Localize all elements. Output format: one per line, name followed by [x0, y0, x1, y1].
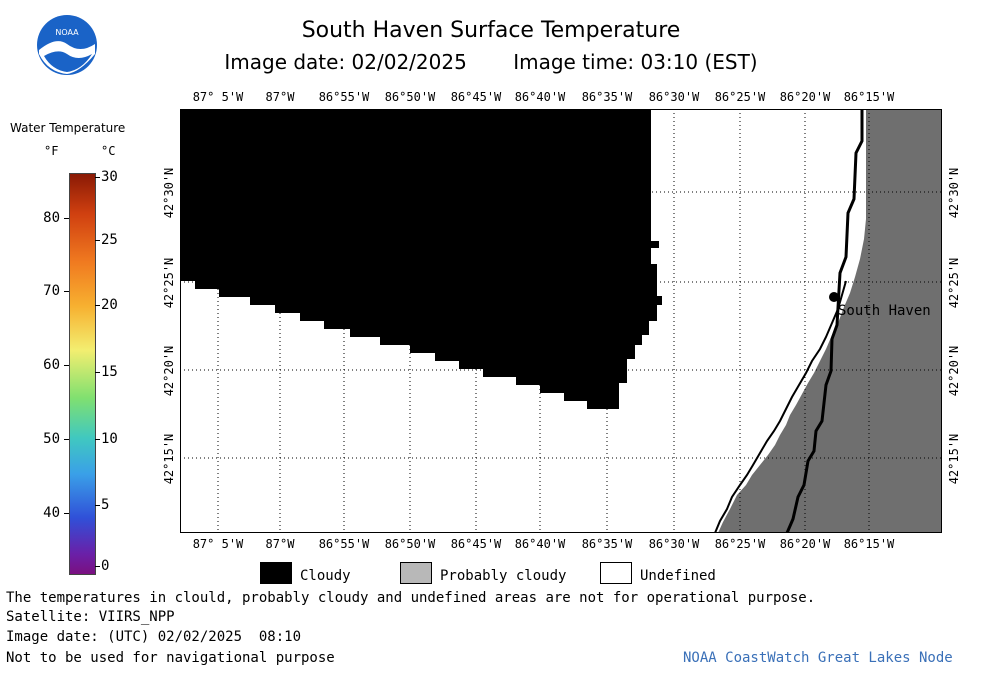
- lat-label-right-0: 42°30'N: [947, 167, 961, 219]
- footer-nav-warning: Not to be used for navigational purpose: [6, 650, 335, 666]
- colorbar-gradient: [69, 173, 96, 575]
- unit-fahrenheit: °F: [44, 144, 59, 158]
- fahrenheit-tick-40: 40: [43, 505, 60, 521]
- lat-label-left-3: 42°15'N: [162, 433, 176, 485]
- fahrenheit-tick-60: 60: [43, 357, 60, 373]
- lon-label-top-3: 86°50'W: [384, 90, 436, 104]
- lon-label-top-5: 86°40'W: [514, 90, 566, 104]
- celsius-tick-25: 25: [101, 232, 118, 248]
- lon-label-bottom-5: 86°40'W: [514, 537, 566, 551]
- legend-label-undefined: Undefined: [640, 568, 716, 584]
- lon-label-top-10: 86°15'W: [843, 90, 895, 104]
- celsius-tick-mark: [95, 177, 100, 178]
- legend-swatch-cloudy: [260, 562, 292, 584]
- lon-label-bottom-4: 86°45'W: [450, 537, 502, 551]
- lon-label-bottom-9: 86°20'W: [779, 537, 831, 551]
- lon-label-top-0: 87° 5'W: [192, 90, 244, 104]
- image-date: Image date: 02/02/2025: [224, 50, 467, 74]
- unit-celsius: °C: [101, 144, 116, 158]
- lat-label-right-3: 42°15'N: [947, 433, 961, 485]
- celsius-tick-15: 15: [101, 364, 118, 380]
- celsius-tick-20: 20: [101, 297, 118, 313]
- legend-swatch-undefined: [600, 562, 632, 584]
- noaa-logo: NOAA: [37, 15, 97, 75]
- lat-label-left-2: 42°20'N: [162, 345, 176, 397]
- celsius-tick-10: 10: [101, 431, 118, 447]
- lat-label-left-0: 42°30'N: [162, 167, 176, 219]
- celsius-tick-mark: [95, 505, 100, 506]
- lon-label-top-8: 86°25'W: [714, 90, 766, 104]
- fahrenheit-tick-mark: [64, 291, 69, 292]
- logo-text: NOAA: [55, 28, 79, 37]
- lon-label-bottom-7: 86°30'W: [648, 537, 700, 551]
- image-datetime: Image date: 02/02/2025 Image time: 03:10…: [0, 50, 982, 74]
- map-border: [180, 109, 942, 533]
- celsius-tick-mark: [95, 305, 100, 306]
- legend-label-cloudy: Cloudy: [300, 568, 351, 584]
- celsius-tick-mark: [95, 240, 100, 241]
- legend-label-probably-cloudy: Probably cloudy: [440, 568, 567, 584]
- graticule: [180, 109, 942, 533]
- fahrenheit-tick-mark: [64, 218, 69, 219]
- lon-label-bottom-2: 86°55'W: [318, 537, 370, 551]
- city-marker-south-haven: [829, 292, 839, 302]
- footer-credit: NOAA CoastWatch Great Lakes Node: [683, 650, 953, 666]
- lon-label-bottom-3: 86°50'W: [384, 537, 436, 551]
- celsius-tick-0: 0: [101, 558, 110, 574]
- lon-label-bottom-10: 86°15'W: [843, 537, 895, 551]
- lon-label-top-4: 86°45'W: [450, 90, 502, 104]
- fahrenheit-tick-70: 70: [43, 283, 60, 299]
- colorbar-title: Water Temperature: [10, 121, 126, 135]
- footer-utc-date: Image date: (UTC) 02/02/2025 08:10: [6, 629, 302, 645]
- celsius-tick-30: 30: [101, 169, 118, 185]
- lon-label-bottom-6: 86°35'W: [581, 537, 633, 551]
- lon-label-top-1: 87°W: [265, 90, 295, 104]
- lon-label-bottom-8: 86°25'W: [714, 537, 766, 551]
- shoreline: [785, 109, 864, 533]
- fahrenheit-tick-mark: [64, 513, 69, 514]
- lon-label-bottom-0: 87° 5'W: [192, 537, 244, 551]
- footer-note: The temperatures in clould, probably clo…: [6, 590, 816, 606]
- celsius-tick-5: 5: [101, 497, 110, 513]
- lon-label-bottom-1: 87°W: [265, 537, 295, 551]
- celsius-tick-mark: [95, 439, 100, 440]
- city-label-south-haven: South Haven: [838, 303, 931, 319]
- fahrenheit-tick-mark: [64, 439, 69, 440]
- lat-label-left-1: 42°25'N: [162, 257, 176, 309]
- lon-label-top-2: 86°55'W: [318, 90, 370, 104]
- lat-label-right-1: 42°25'N: [947, 257, 961, 309]
- image-time: Image time: 03:10 (EST): [513, 50, 758, 74]
- footer-satellite: Satellite: VIIRS_NPP: [6, 609, 175, 625]
- land-area: [718, 109, 942, 533]
- lon-label-top-9: 86°20'W: [779, 90, 831, 104]
- cloud-area: [180, 109, 662, 409]
- fahrenheit-tick-80: 80: [43, 210, 60, 226]
- lat-label-right-2: 42°20'N: [947, 345, 961, 397]
- map-title: South Haven Surface Temperature: [301, 18, 681, 43]
- lon-label-top-7: 86°30'W: [648, 90, 700, 104]
- legend-swatch-probably-cloudy: [400, 562, 432, 584]
- fahrenheit-tick-50: 50: [43, 431, 60, 447]
- celsius-tick-mark: [95, 372, 100, 373]
- map-panel: South Haven: [180, 109, 942, 533]
- celsius-tick-mark: [95, 566, 100, 567]
- lon-label-top-6: 86°35'W: [581, 90, 633, 104]
- fahrenheit-tick-mark: [64, 365, 69, 366]
